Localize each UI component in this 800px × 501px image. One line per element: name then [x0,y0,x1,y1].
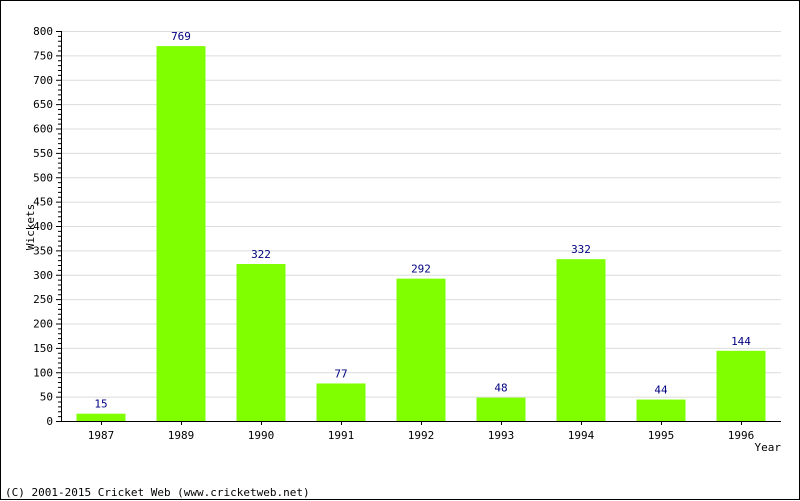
bar [556,259,606,421]
y-tick-label: 50 [40,391,53,404]
y-tick-label: 250 [33,293,53,306]
y-tick-label: 350 [33,244,53,257]
bar [316,383,366,421]
bar-value-label: 292 [411,263,431,276]
y-tick-label: 800 [33,25,53,38]
y-axis-title: Wickets [24,204,37,250]
y-tick-label: 0 [46,415,53,428]
x-tick-label: 1989 [168,429,195,442]
y-tick-label: 400 [33,220,53,233]
bars [76,46,766,422]
bar [476,397,526,421]
bar [716,350,766,421]
bar-value-label: 15 [94,398,107,411]
bar-value-label: 332 [571,243,591,256]
y-tick-label: 600 [33,123,53,136]
x-tick-label: 1990 [248,429,275,442]
x-tick-label: 1992 [408,429,435,442]
y-tick-label: 700 [33,74,53,87]
y-tick-label: 450 [33,196,53,209]
x-tick-label: 1991 [328,429,355,442]
y-tick-label: 750 [33,49,53,62]
x-tick-label: 1993 [488,429,515,442]
y-tick-label: 200 [33,318,53,331]
bar [236,264,286,421]
bar-value-label: 769 [171,30,191,43]
x-tick-label: 1994 [568,429,595,442]
bar-value-label: 48 [494,382,507,395]
y-tick-label: 300 [33,269,53,282]
y-tick-label: 100 [33,366,53,379]
bar-value-label: 77 [334,367,347,380]
axes [56,31,781,425]
y-tick-label: 650 [33,98,53,111]
bar [396,278,446,421]
x-tick-label: 1987 [88,429,115,442]
bar-value-label: 144 [731,335,751,348]
x-tick-label: 1995 [648,429,675,442]
bar [636,399,686,421]
bar-value-label: 322 [251,248,271,261]
bar [76,413,126,421]
labels: 0 50 100 150 200 250 300 350 400 450 500 550 600 650 7… [33,25,754,442]
y-tick-label: 550 [33,147,53,160]
bar-value-label: 44 [654,384,668,397]
y-tick-label: 500 [33,171,53,184]
y-tick-label: 150 [33,342,53,355]
copyright-footer: (C) 2001-2015 Cricket Web (www.cricketwe… [5,486,310,499]
x-axis-title: Year [755,441,782,454]
x-tick-label: 1996 [728,429,755,442]
bar [156,46,206,422]
